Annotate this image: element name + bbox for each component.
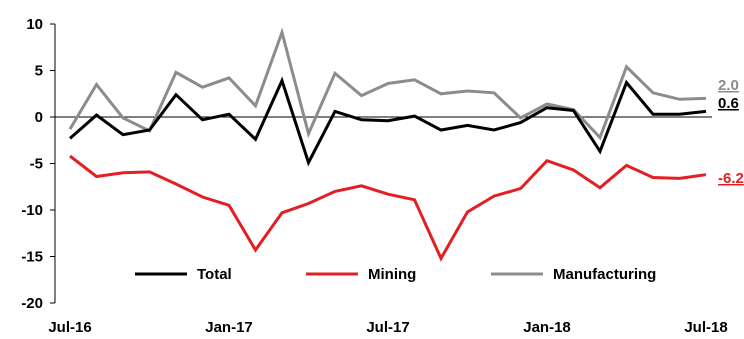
y-tick-label: -5 xyxy=(30,156,43,173)
x-tick-label: Jul-17 xyxy=(366,319,409,336)
legend: Total Mining Manufacturing xyxy=(135,266,656,283)
x-tick-label: Jul-16 xyxy=(48,319,91,336)
series-line-manufacturing xyxy=(68,27,707,141)
y-tick-label: 0 xyxy=(35,109,43,126)
series-line-total xyxy=(69,76,707,167)
y-tick-label: -15 xyxy=(21,249,43,266)
x-tick-label: Jan-17 xyxy=(205,319,253,336)
end-label-manufacturing: 2.0 xyxy=(718,77,739,94)
y-tick-label: -20 xyxy=(21,295,43,312)
end-label-total: 0.6 xyxy=(718,95,739,112)
axes xyxy=(54,24,712,303)
legend-label-manufacturing: Manufacturing xyxy=(553,266,656,283)
x-tick-label: Jan-18 xyxy=(523,319,571,336)
y-tick-label: 5 xyxy=(35,63,43,80)
legend-label-total: Total xyxy=(197,266,232,283)
x-tick-label: Jul-18 xyxy=(684,319,727,336)
x-axis-ticks: Jul-16 Jan-17 Jul-17 Jan-18 Jul-18 xyxy=(48,319,727,336)
series-end-labels: 2.00.6 -6.2 xyxy=(718,77,744,187)
end-label-mining: -6.2 xyxy=(718,170,744,187)
y-tick-label: -10 xyxy=(21,202,43,219)
legend-label-mining: Mining xyxy=(368,266,416,283)
y-axis-ticks: 10 5 0 -5 -10 -15 -20 xyxy=(21,16,55,312)
y-tick-label: 10 xyxy=(26,16,43,33)
series-lines xyxy=(68,27,707,262)
series-line-mining xyxy=(69,154,707,262)
